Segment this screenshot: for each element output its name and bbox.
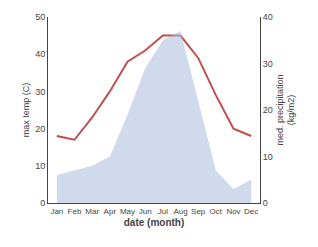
svg-text:30: 30 [35, 87, 45, 97]
svg-text:date (month): date (month) [124, 217, 185, 228]
svg-text:May: May [120, 207, 135, 216]
svg-text:10: 10 [35, 161, 45, 171]
svg-text:Jan: Jan [50, 207, 63, 216]
svg-text:20: 20 [35, 124, 45, 134]
svg-text:Aug: Aug [173, 207, 187, 216]
svg-text:med. precipitation(kg/m2): med. precipitation(kg/m2) [275, 74, 297, 145]
svg-text:40: 40 [35, 49, 45, 59]
svg-text:Nov: Nov [226, 207, 240, 216]
svg-text:30: 30 [263, 59, 273, 69]
svg-text:Sep: Sep [191, 207, 206, 216]
svg-text:50: 50 [35, 12, 45, 22]
svg-text:Mar: Mar [85, 207, 99, 216]
svg-text:Apr: Apr [104, 207, 117, 216]
svg-text:0: 0 [40, 198, 45, 208]
svg-text:max temp (C): max temp (C) [21, 83, 31, 138]
svg-text:10: 10 [263, 152, 273, 162]
svg-text:Jun: Jun [139, 207, 152, 216]
svg-text:40: 40 [263, 12, 273, 22]
svg-text:Jul: Jul [158, 207, 168, 216]
svg-text:0: 0 [263, 198, 268, 208]
svg-text:Feb: Feb [68, 207, 82, 216]
svg-text:Dec: Dec [244, 207, 258, 216]
svg-text:20: 20 [263, 105, 273, 115]
svg-text:Oct: Oct [210, 207, 223, 216]
